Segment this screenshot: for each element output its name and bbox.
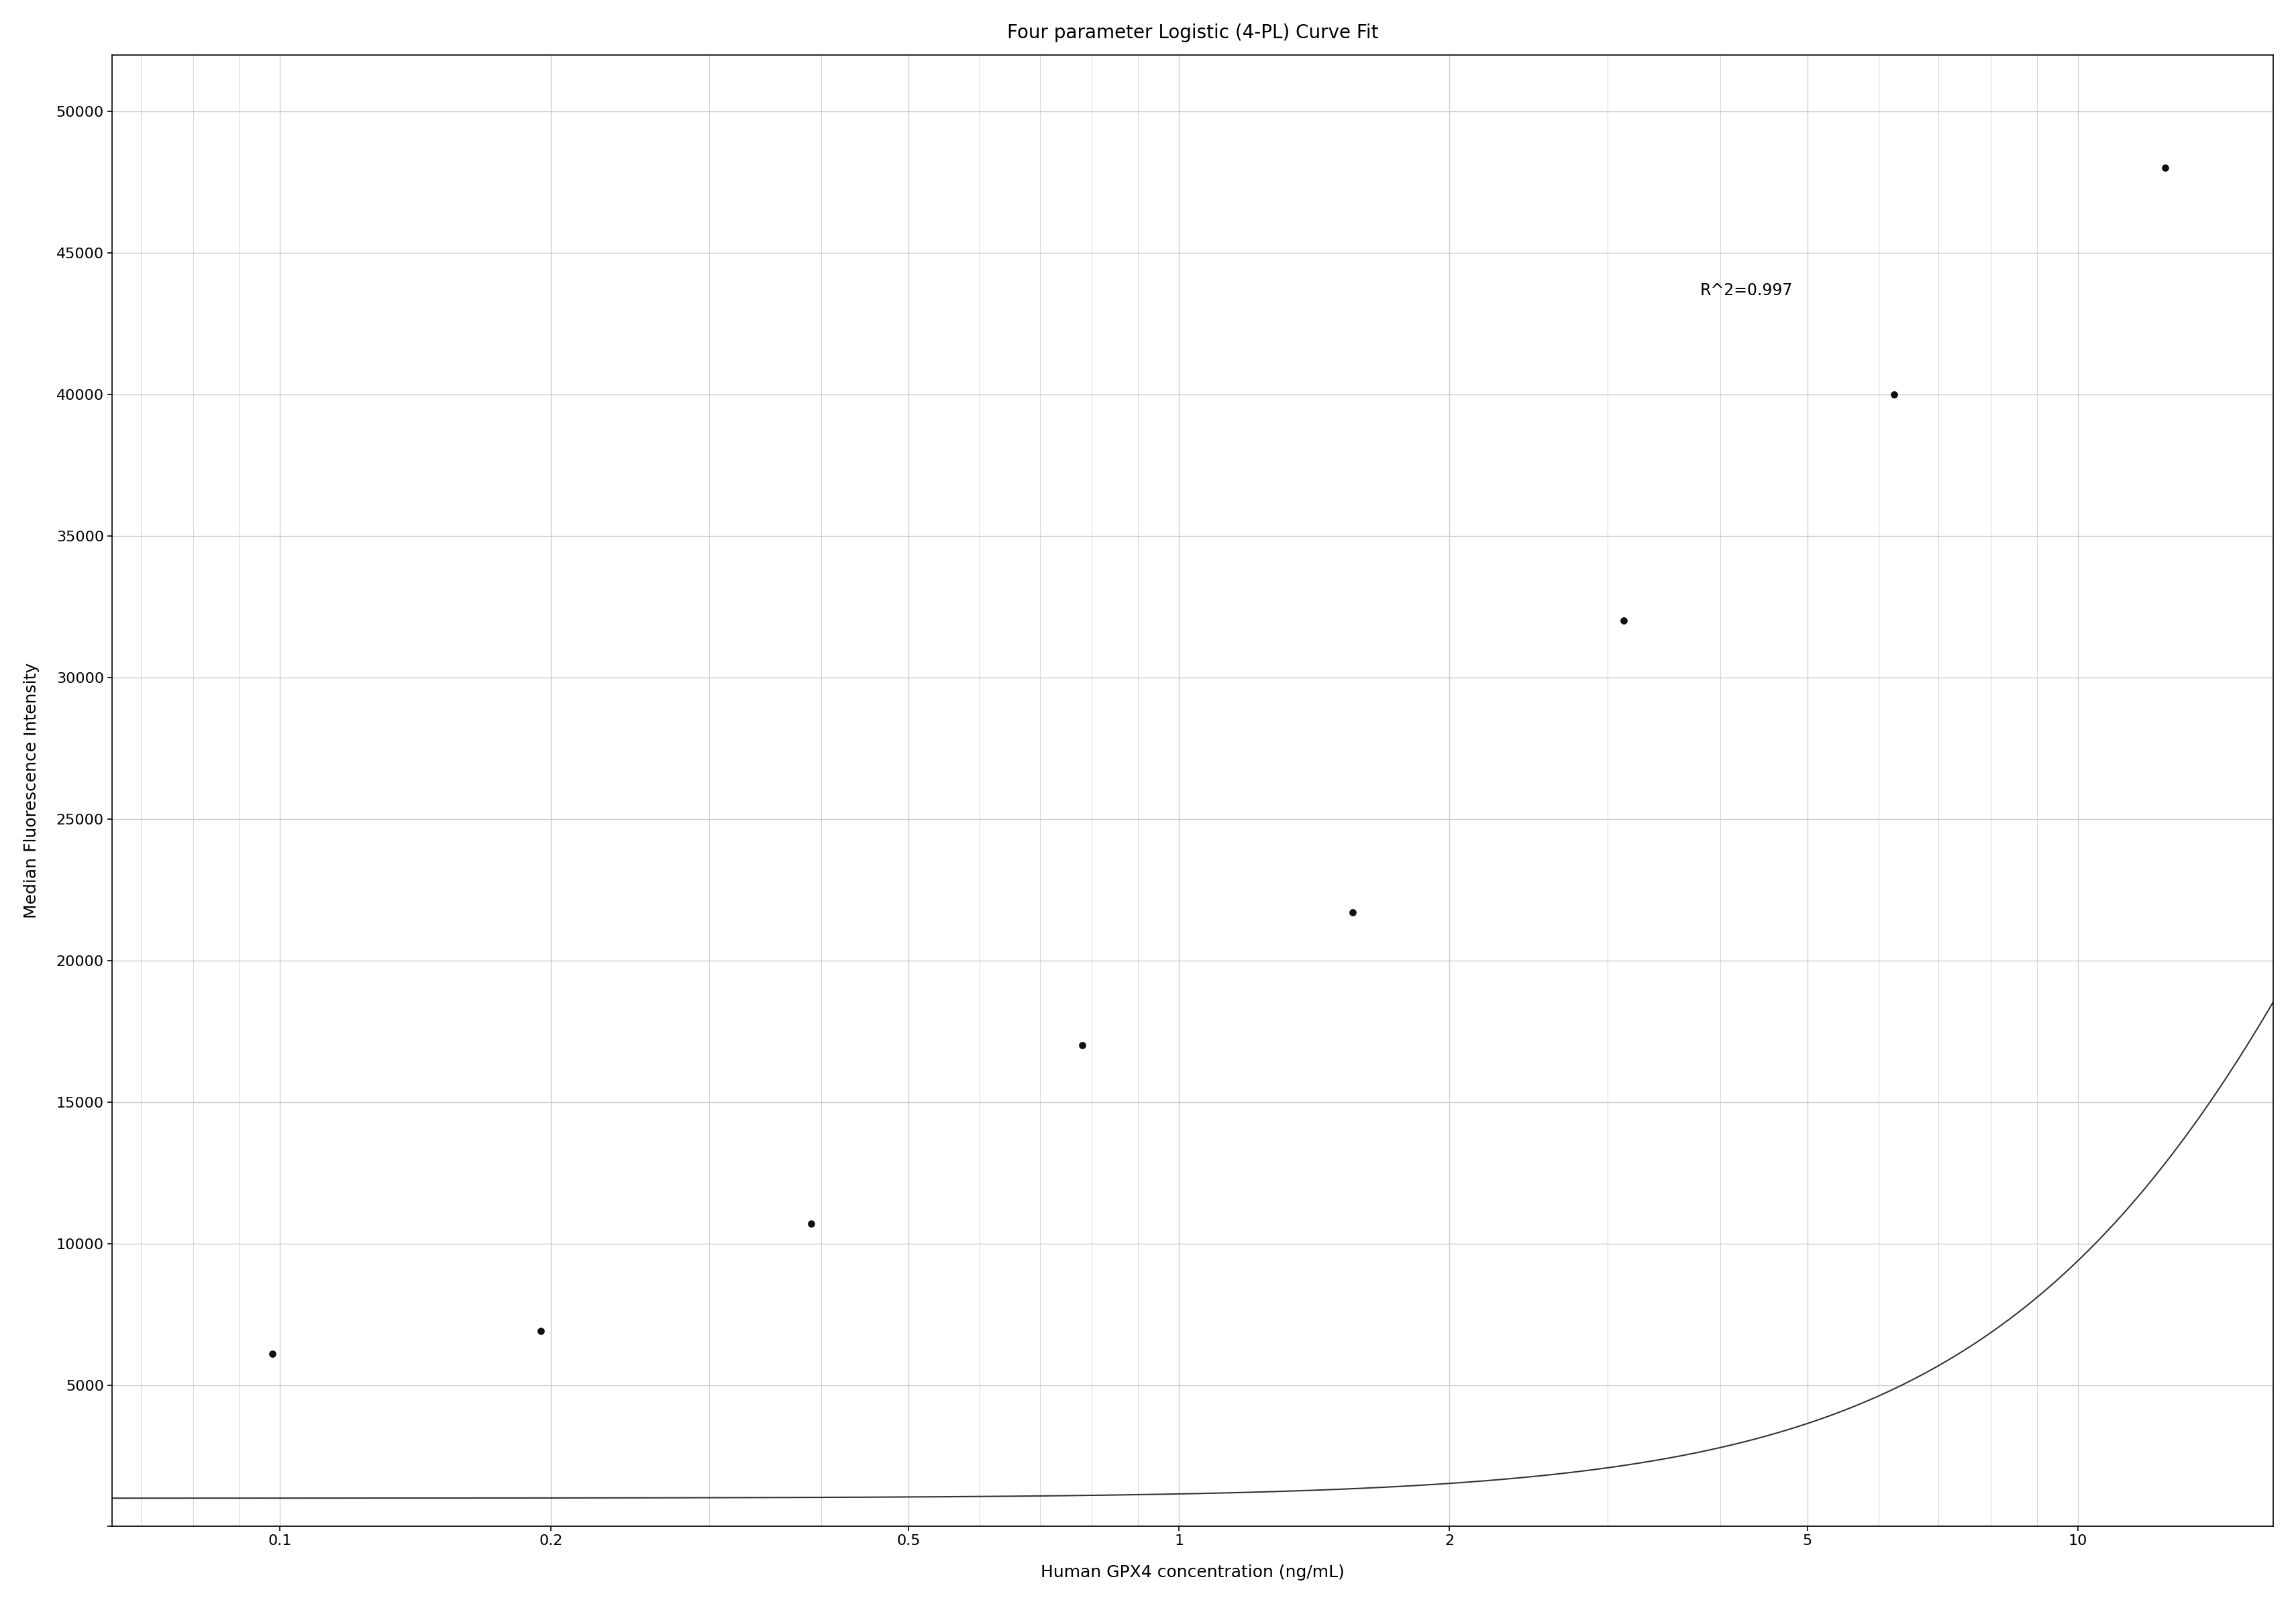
Y-axis label: Median Fluorescence Intensity: Median Fluorescence Intensity	[23, 662, 39, 919]
Point	[1334, 900, 1371, 926]
Point	[1876, 382, 1913, 407]
Point	[255, 1341, 292, 1367]
Text: R^2=0.997: R^2=0.997	[1699, 282, 1793, 298]
Title: Four parameter Logistic (4-PL) Curve Fit: Four parameter Logistic (4-PL) Curve Fit	[1006, 24, 1378, 42]
Point	[1605, 608, 1642, 634]
X-axis label: Human GPX4 concentration (ng/mL): Human GPX4 concentration (ng/mL)	[1040, 1564, 1343, 1580]
Point	[1063, 1033, 1100, 1059]
Point	[521, 1318, 558, 1344]
Point	[2147, 156, 2183, 181]
Point	[792, 1211, 829, 1237]
